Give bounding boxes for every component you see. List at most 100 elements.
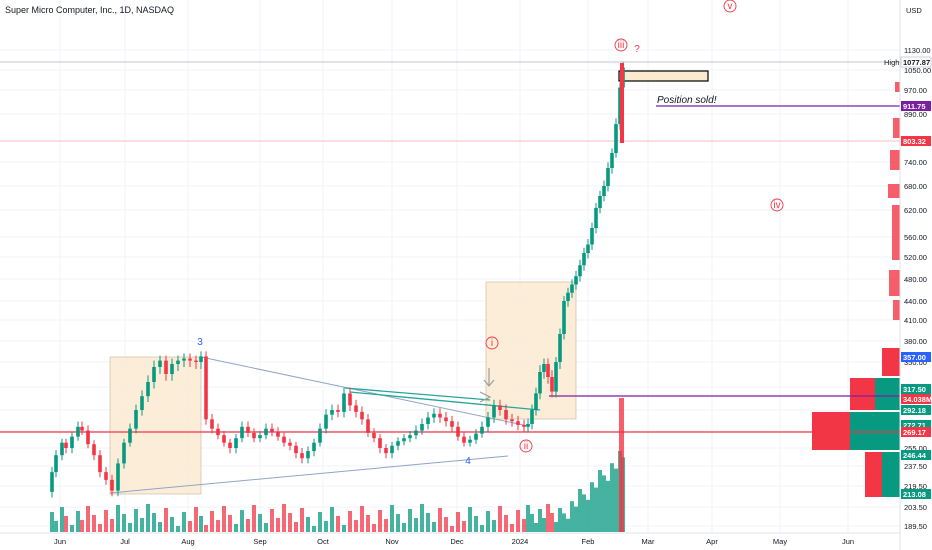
volume-bar — [396, 514, 400, 532]
candle-body — [222, 435, 226, 443]
candle-body — [546, 364, 550, 377]
candle-body — [80, 426, 84, 431]
volume-bar — [594, 487, 598, 532]
volume-bar — [264, 523, 268, 532]
volume-bar — [444, 517, 448, 532]
vp-bar — [882, 452, 900, 497]
volume-bar — [134, 509, 138, 532]
currency-label: USD — [906, 6, 922, 15]
volume-bar — [384, 519, 388, 532]
volume-bar — [188, 521, 192, 532]
candle-body — [288, 442, 292, 446]
volume-bar — [170, 517, 174, 532]
candle-body — [414, 430, 418, 436]
price-label-text: 1077.87 — [903, 58, 930, 67]
candle-body — [98, 455, 102, 473]
volume-bar — [228, 515, 232, 532]
candle-body — [516, 421, 520, 425]
vp-bar — [892, 205, 900, 260]
wave-label: ? — [634, 44, 640, 55]
volume-bar — [354, 520, 358, 532]
drawing-lines — [0, 61, 900, 494]
candle-body — [486, 417, 490, 427]
price-label-bg — [901, 136, 931, 146]
x-tick-label: Jul — [120, 537, 130, 546]
candle-body — [146, 382, 150, 397]
volume-bar — [54, 521, 58, 532]
candle-body — [170, 364, 174, 374]
volume-bar — [182, 512, 186, 532]
candle-body — [116, 463, 120, 491]
volume-bar — [300, 508, 304, 532]
volume-bar — [76, 511, 80, 532]
price-label-text: 34.038M — [903, 395, 932, 404]
volume-bar — [306, 517, 310, 532]
volume-bar — [60, 507, 64, 532]
price-label: 911.75 — [901, 101, 931, 111]
candle-body — [492, 405, 496, 418]
candle-body — [210, 419, 214, 429]
price-label: 1077.87 — [900, 56, 932, 68]
price-label-bg — [901, 427, 931, 437]
price-label: 246.44 — [901, 450, 931, 460]
x-tick-label: 2024 — [512, 537, 529, 546]
x-tick-label: Mar — [642, 537, 655, 546]
candle-body — [372, 432, 376, 439]
candle-body — [164, 360, 168, 374]
volume-bar — [390, 505, 394, 532]
price-axis[interactable]: 1130.001050.00970.00890.00810.00740.0068… — [904, 46, 931, 531]
candle-body — [594, 208, 598, 228]
volume-bar — [414, 518, 418, 532]
candle-body — [614, 124, 618, 153]
price-label-text: 803.32 — [903, 137, 926, 146]
volume-bar — [372, 524, 376, 532]
candle-body — [504, 410, 508, 420]
volume-bar — [366, 515, 370, 532]
time-axis[interactable]: Jun Jul Aug Sep Oct Nov Dec 2024 Feb Mar Apr May Jun — [0, 532, 900, 546]
wave-label: iii — [618, 40, 625, 51]
volume-bar — [70, 525, 74, 532]
volume-bar — [538, 509, 542, 532]
target-box — [618, 70, 709, 82]
candle-body — [158, 360, 162, 367]
price-label-text: 317.50 — [903, 385, 926, 394]
candle-body — [194, 360, 198, 362]
candle-body — [342, 393, 346, 412]
wave-label: v — [728, 1, 733, 12]
candle-body — [348, 393, 352, 406]
candle-body — [110, 479, 114, 491]
volume-bar — [606, 480, 610, 532]
candle-body — [586, 244, 590, 253]
candle-body — [264, 428, 268, 436]
price-label-bg — [901, 450, 931, 460]
candle-body — [70, 436, 74, 448]
volume-bar — [204, 525, 208, 532]
candle-body — [240, 426, 244, 439]
y-tick-label: 440.00 — [904, 297, 927, 306]
price-label-text: 269.17 — [903, 428, 926, 437]
volume-bar — [562, 513, 566, 532]
candle-body — [199, 356, 203, 362]
volume-bar — [222, 506, 226, 532]
y-tick-label: 480.00 — [904, 275, 927, 284]
x-tick-label: May — [773, 537, 787, 546]
candle-body — [590, 228, 594, 245]
candle-body — [128, 428, 132, 443]
candle-body — [76, 426, 80, 437]
volume-bar — [98, 524, 102, 532]
candle-body — [396, 441, 400, 446]
price-label: 803.32 — [901, 136, 931, 146]
volume-bar — [456, 512, 460, 532]
volume-bar — [324, 521, 328, 532]
price-label: 269.17 — [901, 427, 931, 437]
wave-circle — [614, 38, 628, 52]
wave-label: ii — [524, 441, 528, 452]
candle-body — [408, 435, 412, 439]
vp-bar — [889, 270, 900, 296]
volume-bar — [258, 514, 262, 532]
vp-bar — [893, 118, 900, 138]
candle-body — [538, 372, 542, 394]
x-tick-label: Aug — [181, 537, 194, 546]
y-tick-label: 380.00 — [904, 337, 927, 346]
